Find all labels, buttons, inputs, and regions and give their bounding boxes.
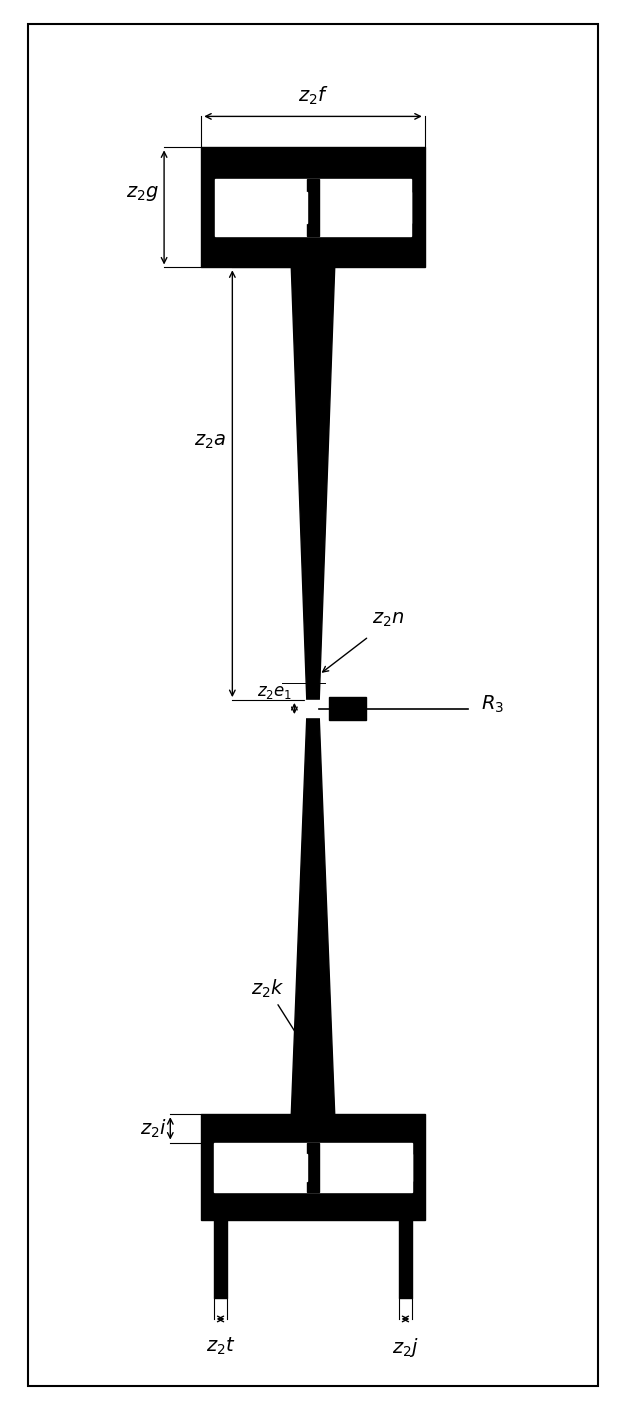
Bar: [220, 1153, 307, 1180]
Text: $z_2f$: $z_2f$: [297, 84, 329, 106]
Polygon shape: [291, 268, 335, 700]
Bar: [202, 1114, 424, 1220]
Bar: [329, 697, 366, 720]
Text: $z_2i$: $z_2i$: [140, 1117, 167, 1139]
Bar: [399, 1220, 413, 1298]
Bar: [305, 700, 321, 717]
Bar: [213, 1220, 227, 1298]
Text: $z_2k$: $z_2k$: [251, 978, 318, 1068]
Bar: [202, 147, 424, 268]
Text: $z_2e_1$: $z_2e_1$: [257, 683, 292, 701]
Bar: [307, 179, 319, 237]
Text: $z_2g$: $z_2g$: [126, 184, 159, 203]
Polygon shape: [291, 717, 335, 1114]
Text: $z_2t$: $z_2t$: [206, 1336, 235, 1357]
Text: $z_2j$: $z_2j$: [392, 1336, 419, 1359]
Bar: [325, 1153, 413, 1180]
Text: $z_2a$: $z_2a$: [194, 432, 226, 451]
Text: $z_2n$: $z_2n$: [372, 611, 404, 629]
Bar: [326, 191, 411, 224]
Bar: [222, 191, 307, 224]
Text: $R_3$: $R_3$: [481, 693, 503, 716]
Bar: [215, 179, 411, 237]
Bar: [213, 1142, 413, 1192]
Bar: [307, 1142, 319, 1192]
